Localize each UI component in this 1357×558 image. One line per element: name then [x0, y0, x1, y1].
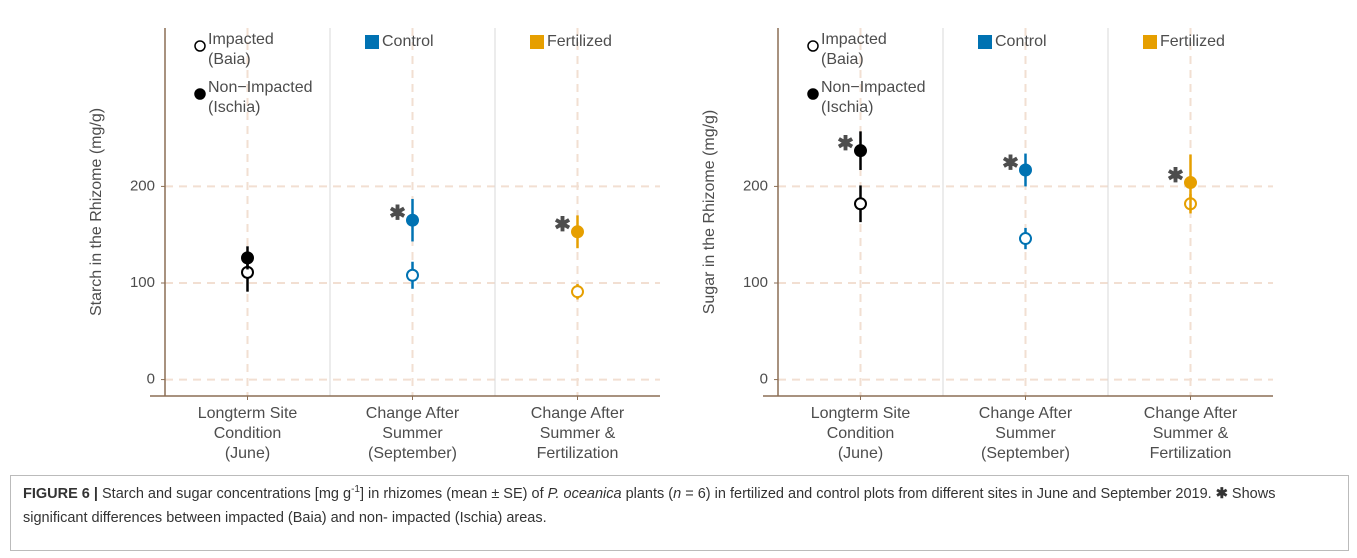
- significance-marker: ✱: [554, 214, 571, 236]
- legend-marker: [194, 88, 206, 100]
- legend-marker: [807, 88, 819, 100]
- charts: Starch in the Rhizome (mg/g) 0 100 200 ✱ ✱ Sug…: [88, 28, 1273, 400]
- legend-label: Fertilized: [547, 33, 612, 50]
- legend-label: Non−Impacted (Ischia): [208, 79, 313, 116]
- caption-text: P. oceanica: [547, 486, 622, 502]
- y-tick-label: 0: [147, 371, 155, 388]
- caption-text: Starch and sugar concentrations [mg g: [97, 486, 352, 502]
- significance-marker: ✱: [389, 202, 406, 224]
- y-tick-label: 200: [130, 177, 155, 194]
- caption-text: plants (: [621, 486, 674, 502]
- y-tick-label: 200: [743, 177, 768, 194]
- legend-swatch: [978, 35, 992, 49]
- legend-label: Impacted (Baia): [208, 31, 274, 68]
- legend-swatch: [1143, 35, 1157, 49]
- caption-text: Shows significant differences between im…: [23, 486, 1276, 526]
- y-tick-label: 100: [743, 274, 768, 291]
- significance-marker: ✱: [1167, 165, 1184, 187]
- caption-text: ] in rhizomes (mean ± SE) of: [359, 486, 548, 502]
- caption-text: = 6) in fertilized and control plots fro…: [681, 486, 1216, 502]
- point: [571, 225, 584, 239]
- point: [571, 285, 584, 299]
- caption-text: n: [673, 486, 682, 502]
- point: [1184, 176, 1197, 190]
- legend-marker: [807, 40, 819, 52]
- x-tick-label: Change After Summer (September): [978, 405, 1073, 462]
- caption: FIGURE 6 | Starch and sugar concentratio…: [10, 475, 1349, 551]
- legend-label: Control: [382, 33, 434, 50]
- y-tick-label: 0: [760, 371, 768, 388]
- x-tick-label: Change After Summer & Fertilization: [1143, 405, 1238, 462]
- x-tick-label: Longterm Site Condition (June): [197, 405, 298, 462]
- caption-text: ✱: [1215, 486, 1228, 502]
- y-tick-label: 100: [130, 274, 155, 291]
- y-axis-label: Starch in the Rhizome (mg/g): [88, 108, 105, 316]
- y-axis-label: Sugar in the Rhizome (mg/g): [701, 110, 718, 315]
- significance-marker: ✱: [1002, 152, 1019, 174]
- point: [241, 251, 254, 265]
- caption-text: FIGURE 6 |: [23, 486, 98, 502]
- legend-label: Impacted (Baia): [821, 31, 887, 68]
- legend-swatch: [530, 35, 544, 49]
- point: [854, 197, 867, 211]
- legend-label: Control: [995, 33, 1047, 50]
- point: [406, 268, 419, 282]
- significance-marker: ✱: [837, 133, 854, 155]
- legend-marker: [194, 40, 206, 52]
- point: [854, 144, 867, 158]
- point: [1019, 232, 1032, 246]
- x-tick-label: Change After Summer (September): [365, 405, 460, 462]
- point: [406, 213, 419, 227]
- x-tick-label: Longterm Site Condition (June): [810, 405, 911, 462]
- legend-label: Fertilized: [1160, 33, 1225, 50]
- x-tick-label: Change After Summer & Fertilization: [530, 405, 625, 462]
- point: [1019, 163, 1032, 177]
- legend-label: Non−Impacted (Ischia): [821, 79, 926, 116]
- legend-swatch: [365, 35, 379, 49]
- caption-text: -1: [351, 484, 360, 496]
